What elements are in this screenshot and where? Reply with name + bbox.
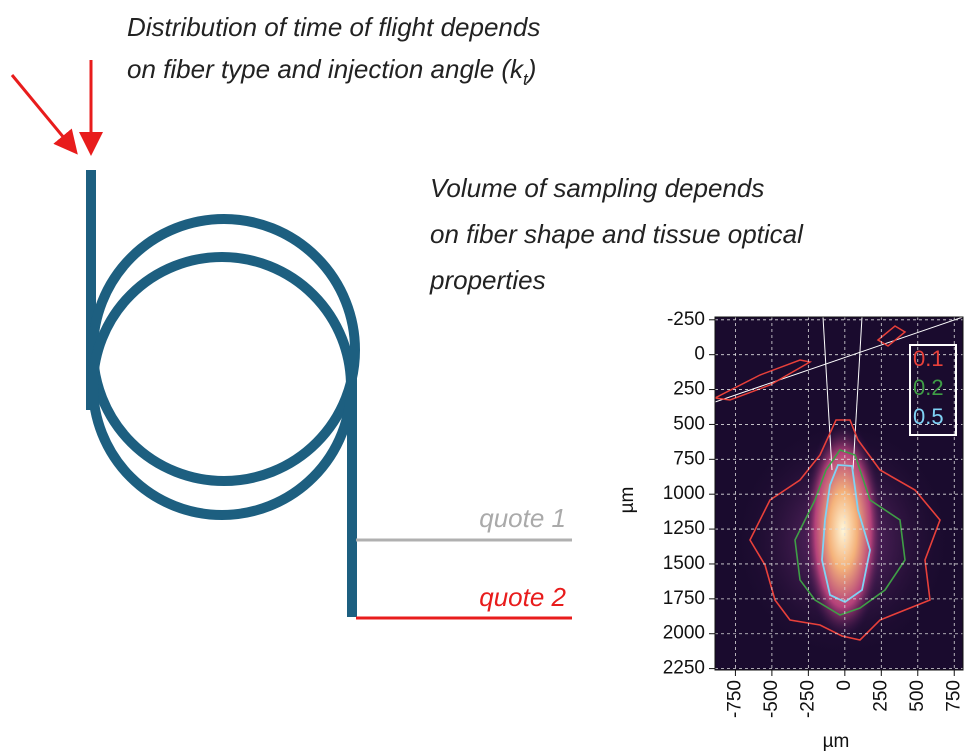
quote2: quote 2 xyxy=(479,582,566,612)
legend-box xyxy=(909,344,957,436)
y-tick-label: 2250 xyxy=(663,658,705,679)
fiber xyxy=(86,170,360,617)
heading1-line1: Distribution of time of flight depends xyxy=(127,12,540,42)
legend-entry: 0.2 xyxy=(913,375,944,400)
heading1-line2: on fiber type and injection angle (kt) xyxy=(127,54,536,89)
y-tick-label: 2000 xyxy=(663,623,705,644)
heading2-line2: on fiber shape and tissue optical xyxy=(430,219,804,249)
x-tick-label: 500 xyxy=(907,680,928,712)
heading1-end: ) xyxy=(525,54,537,84)
x-tick-label: -750 xyxy=(724,680,745,718)
heatmap xyxy=(715,317,963,670)
y-axis-label: µm xyxy=(617,487,638,514)
y-tick-label: -250 xyxy=(667,309,705,330)
y-tick-label: 500 xyxy=(673,413,705,434)
quote1: quote 1 xyxy=(479,503,566,533)
x-tick-label: 250 xyxy=(870,680,891,712)
y-tick-label: 750 xyxy=(673,448,705,469)
x-tick-label: -250 xyxy=(797,680,818,718)
y-tick-label: 1500 xyxy=(663,553,705,574)
arrow xyxy=(10,74,78,155)
y-tick-label: 0 xyxy=(694,344,705,365)
y-tick-label: 1250 xyxy=(663,518,705,539)
heading2-line1: Volume of sampling depends xyxy=(430,173,764,203)
heading1-subscript: t xyxy=(523,70,529,89)
x-tick-label: -500 xyxy=(761,680,782,718)
x-axis-label: µm xyxy=(823,731,850,752)
legend-entry: 0.5 xyxy=(913,404,944,429)
x-tick-label: 750 xyxy=(943,680,964,712)
y-tick-label: 250 xyxy=(673,379,705,400)
heading1-text: on fiber type and injection angle (k xyxy=(127,54,525,84)
heading2-line3: properties xyxy=(429,265,546,295)
y-tick-label: 1000 xyxy=(663,483,705,504)
y-tick-label: 1750 xyxy=(663,588,705,609)
plot-frame xyxy=(714,316,964,671)
x-tick-label: 0 xyxy=(834,680,855,691)
legend-entry: 0.1 xyxy=(913,346,944,371)
